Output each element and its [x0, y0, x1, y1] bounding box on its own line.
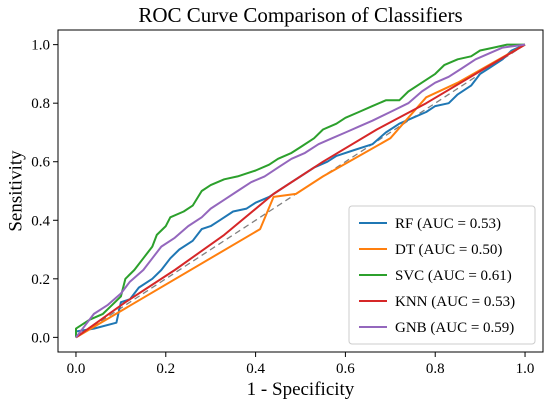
y-axis-label: Sensitivity — [5, 150, 26, 232]
x-tick-label: 1.0 — [516, 361, 535, 377]
y-tick-label: 0.8 — [31, 96, 50, 112]
y-tick-label: 1.0 — [31, 38, 50, 54]
roc-series-line-2 — [75, 43, 526, 339]
x-tick-label: 0.6 — [336, 361, 355, 377]
chart-title: ROC Curve Comparison of Classifiers — [138, 3, 462, 27]
x-tick-label: 0.0 — [67, 361, 86, 377]
x-tick-label: 0.4 — [246, 361, 265, 377]
y-tick-label: 0.0 — [31, 330, 50, 346]
legend-entry: SVC (AUC = 0.61) — [395, 268, 512, 284]
legend-entry: KNN (AUC = 0.53) — [395, 294, 515, 310]
legend-entry: RF (AUC = 0.53) — [395, 216, 501, 232]
roc-series-line-4 — [75, 43, 526, 339]
legend-entry: DT (AUC = 0.50) — [395, 242, 502, 258]
x-axis-label: 1 - Specificity — [247, 379, 355, 400]
roc-series-line-3 — [75, 43, 525, 338]
y-tick-label: 0.6 — [31, 155, 50, 171]
roc-series-line-5 — [75, 43, 526, 339]
x-tick-label: 0.8 — [426, 361, 445, 377]
legend-entry: GNB (AUC = 0.59) — [395, 320, 514, 336]
y-tick-label: 0.4 — [31, 213, 50, 229]
y-tick-label: 0.2 — [31, 272, 50, 288]
plot-frame — [57, 29, 544, 353]
legend-box — [348, 205, 536, 345]
x-tick-label: 0.2 — [156, 361, 175, 377]
